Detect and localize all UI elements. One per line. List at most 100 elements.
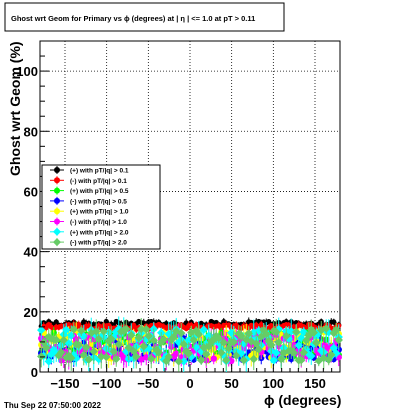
data-point bbox=[127, 331, 136, 340]
data-point bbox=[174, 338, 183, 347]
data-point bbox=[52, 335, 61, 345]
data-point bbox=[309, 328, 318, 337]
series-7 bbox=[37, 318, 343, 372]
x-tick-label: −50 bbox=[137, 376, 159, 391]
legend-marker bbox=[53, 238, 61, 247]
data-point bbox=[272, 348, 281, 358]
data-point bbox=[214, 333, 223, 343]
data-point bbox=[182, 347, 191, 356]
data-point bbox=[67, 353, 76, 363]
data-point bbox=[82, 342, 91, 352]
y-tick-label: 80 bbox=[24, 124, 38, 139]
data-point bbox=[137, 324, 146, 334]
legend-marker bbox=[54, 177, 60, 184]
data-point bbox=[89, 347, 98, 356]
data-point bbox=[97, 352, 106, 361]
data-point bbox=[149, 336, 158, 345]
legend: (+) with pT/|q| > 0.1 (-) with pT/|q| > 0… bbox=[41, 164, 161, 250]
legend-label: (+) with pT/|q| > 2.0 bbox=[70, 229, 129, 236]
data-point bbox=[327, 350, 336, 360]
x-axis-label: ϕ (degrees) bbox=[264, 392, 341, 408]
data-point bbox=[114, 340, 123, 349]
data-point bbox=[122, 324, 131, 334]
data-point bbox=[99, 327, 108, 336]
data-point bbox=[154, 348, 163, 357]
data-point bbox=[131, 322, 137, 328]
y-tick-label: 60 bbox=[24, 184, 38, 199]
legend-marker bbox=[54, 218, 60, 225]
data-point bbox=[37, 352, 46, 361]
data-point bbox=[173, 350, 180, 357]
data-point bbox=[184, 349, 193, 358]
legend-label: (-) with pT/|q| > 2.0 bbox=[70, 240, 127, 247]
data-point bbox=[103, 318, 109, 325]
data-point bbox=[224, 343, 233, 353]
x-tick-label: 150 bbox=[304, 376, 326, 391]
data-point bbox=[59, 335, 68, 345]
data-point bbox=[177, 328, 186, 338]
legend-marker bbox=[54, 197, 60, 204]
data-point bbox=[267, 340, 276, 350]
legend-marker bbox=[54, 187, 60, 194]
data-point bbox=[102, 352, 111, 362]
data-point bbox=[57, 348, 66, 357]
x-tick-label: 0 bbox=[186, 376, 193, 391]
data-point bbox=[94, 334, 103, 344]
data-point bbox=[159, 335, 168, 344]
data-point bbox=[322, 324, 331, 333]
data-point bbox=[239, 355, 248, 365]
data-point bbox=[272, 327, 281, 337]
data-point bbox=[174, 357, 183, 366]
data-point bbox=[77, 326, 86, 335]
data-point bbox=[244, 329, 253, 338]
y-tick-label: 20 bbox=[24, 305, 38, 320]
data-point bbox=[307, 351, 316, 361]
data-point bbox=[242, 335, 251, 344]
legend-marker bbox=[54, 208, 60, 215]
data-point bbox=[237, 331, 246, 341]
data-point bbox=[124, 343, 133, 352]
data-point bbox=[199, 343, 208, 352]
data-point bbox=[249, 354, 258, 364]
chart-title: Ghost wrt Geom for Primary vs ϕ (degrees… bbox=[11, 14, 255, 23]
data-point bbox=[172, 326, 181, 336]
data-point bbox=[254, 345, 263, 354]
y-tick-label: 0 bbox=[31, 365, 38, 380]
x-tick-label: −150 bbox=[50, 376, 79, 391]
data-point bbox=[194, 330, 203, 339]
data-point bbox=[222, 355, 231, 365]
x-tick-label: 100 bbox=[262, 376, 284, 391]
legend-marker bbox=[53, 227, 61, 236]
y-axis-label: Ghost wrt Geom (%) bbox=[7, 41, 23, 176]
data-point bbox=[332, 325, 341, 335]
data-point bbox=[74, 340, 83, 350]
data-point bbox=[334, 335, 343, 345]
data-point bbox=[219, 338, 228, 347]
data-point bbox=[144, 331, 153, 341]
data-point bbox=[197, 356, 206, 365]
x-tick-label: −100 bbox=[92, 376, 121, 391]
title-box: Ghost wrt Geom for Primary vs ϕ (degrees… bbox=[4, 2, 285, 32]
data-point bbox=[209, 335, 218, 344]
data-point bbox=[37, 325, 46, 335]
data-point bbox=[282, 331, 291, 341]
data-point bbox=[84, 355, 93, 364]
legend-label: (-) with pT/|q| > 1.0 bbox=[70, 219, 127, 226]
legend-label: (+) with pT/|q| > 0.1 bbox=[70, 168, 129, 175]
data-point bbox=[217, 348, 226, 357]
legend-label: (+) with pT/|q| > 1.0 bbox=[70, 209, 129, 216]
data-point bbox=[138, 356, 145, 363]
title-box-frame bbox=[4, 2, 285, 32]
data-point bbox=[199, 325, 208, 334]
data-point bbox=[292, 327, 301, 337]
data-point bbox=[247, 337, 256, 346]
x-tick-label: 50 bbox=[224, 376, 238, 391]
data-points bbox=[37, 316, 343, 372]
data-point bbox=[227, 328, 236, 337]
legend-label: (-) with pT/|q| > 0.5 bbox=[70, 198, 127, 205]
data-point bbox=[66, 321, 72, 328]
data-point bbox=[207, 337, 216, 346]
data-point bbox=[229, 337, 238, 347]
legend-label: (+) with pT/|q| > 0.5 bbox=[70, 188, 129, 195]
